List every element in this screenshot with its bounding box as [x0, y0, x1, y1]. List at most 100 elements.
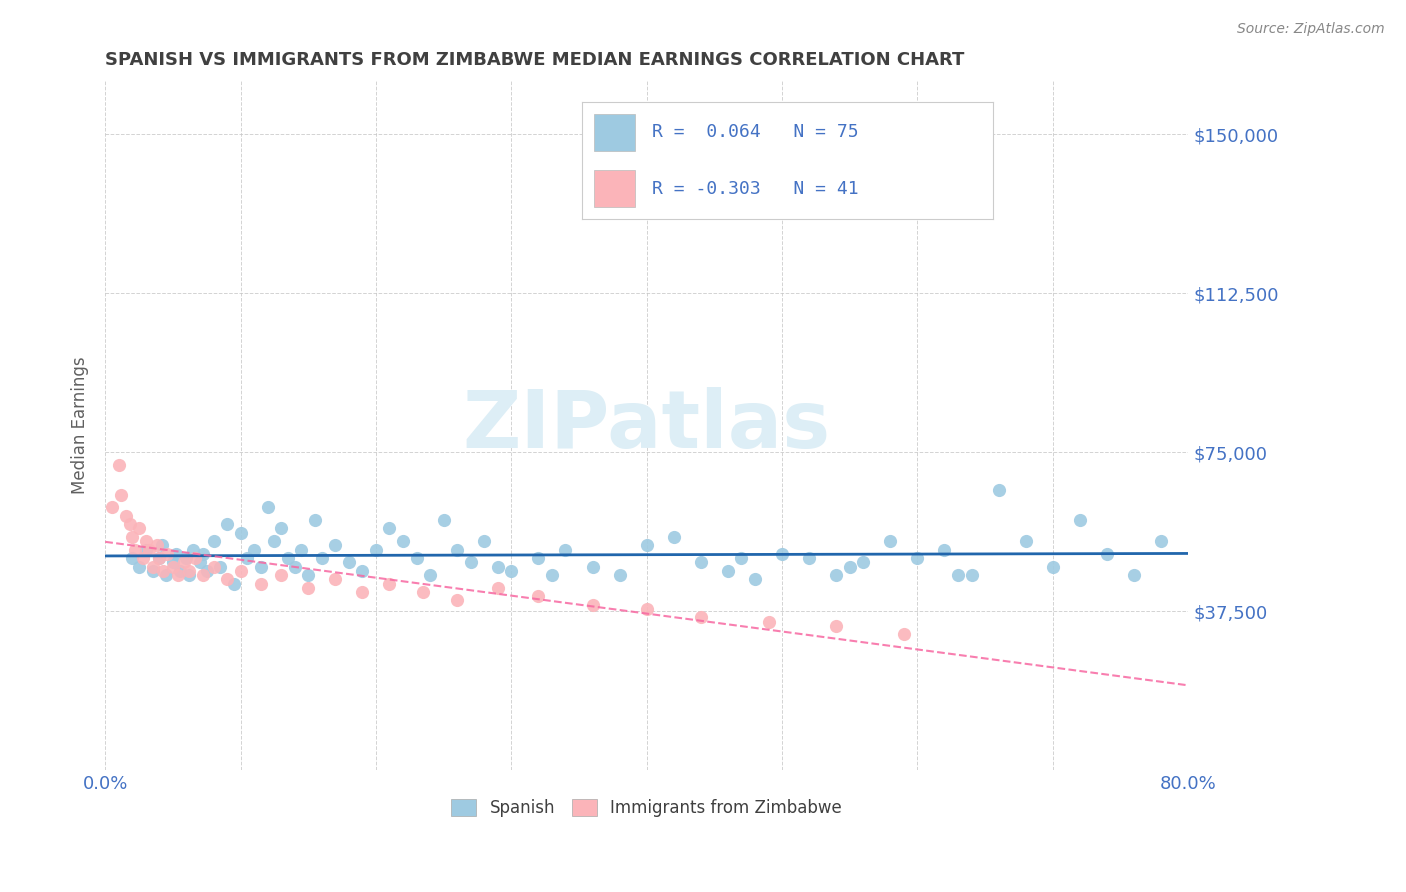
Text: SPANISH VS IMMIGRANTS FROM ZIMBABWE MEDIAN EARNINGS CORRELATION CHART: SPANISH VS IMMIGRANTS FROM ZIMBABWE MEDI… — [105, 51, 965, 69]
Point — [128, 521, 150, 535]
Point — [132, 551, 155, 566]
Point — [527, 589, 550, 603]
Point — [581, 598, 603, 612]
Point — [1069, 513, 1091, 527]
Point — [636, 602, 658, 616]
Point — [352, 585, 374, 599]
Point — [1150, 534, 1173, 549]
Point — [541, 568, 564, 582]
Point — [165, 547, 187, 561]
Point — [412, 585, 434, 599]
Point — [270, 521, 292, 535]
Point — [191, 547, 214, 561]
Point — [1042, 559, 1064, 574]
Point — [460, 555, 482, 569]
Point — [364, 542, 387, 557]
Point — [142, 559, 165, 574]
Point — [284, 559, 307, 574]
Text: ZIPatlas: ZIPatlas — [463, 386, 831, 465]
Point — [152, 564, 174, 578]
Point — [156, 547, 179, 561]
Point — [179, 564, 201, 578]
Legend: Spanish, Immigrants from Zimbabwe: Spanish, Immigrants from Zimbabwe — [444, 792, 849, 823]
Point — [879, 534, 901, 549]
Point — [110, 487, 132, 501]
Point — [229, 525, 252, 540]
Point — [121, 551, 143, 566]
Point — [405, 551, 427, 566]
Point — [960, 568, 983, 582]
Point — [202, 559, 225, 574]
Point — [128, 559, 150, 574]
Point — [730, 551, 752, 566]
Point — [290, 542, 312, 557]
Point — [893, 627, 915, 641]
Point — [195, 564, 218, 578]
Point — [825, 619, 848, 633]
Point — [121, 530, 143, 544]
Point — [838, 559, 860, 574]
Point — [689, 610, 711, 624]
Point — [304, 513, 326, 527]
Point — [191, 568, 214, 582]
Point — [717, 564, 740, 578]
Point — [183, 551, 205, 566]
Point — [135, 542, 157, 557]
Point — [270, 568, 292, 582]
Point — [188, 555, 211, 569]
Point — [852, 555, 875, 569]
Point — [150, 538, 173, 552]
Point — [135, 534, 157, 549]
Point — [236, 551, 259, 566]
Point — [554, 542, 576, 557]
Text: Source: ZipAtlas.com: Source: ZipAtlas.com — [1237, 22, 1385, 37]
Point — [297, 581, 319, 595]
Point — [250, 559, 273, 574]
Point — [1095, 547, 1118, 561]
Point — [209, 559, 232, 574]
Point — [744, 572, 766, 586]
Point — [419, 568, 441, 582]
Point — [946, 568, 969, 582]
Point — [325, 572, 347, 586]
Point — [243, 542, 266, 557]
Point — [118, 517, 141, 532]
Point — [176, 551, 198, 566]
Point — [173, 555, 195, 569]
Point — [101, 500, 124, 515]
Point — [169, 564, 191, 578]
Point — [222, 576, 245, 591]
Point — [337, 555, 360, 569]
Point — [1123, 568, 1146, 582]
Point — [311, 551, 333, 566]
Point — [797, 551, 820, 566]
Point — [378, 576, 401, 591]
Point — [250, 576, 273, 591]
Point — [162, 559, 184, 574]
Point — [501, 564, 523, 578]
Point — [378, 521, 401, 535]
Point — [486, 559, 509, 574]
Point — [181, 542, 204, 557]
Y-axis label: Median Earnings: Median Earnings — [72, 357, 89, 494]
Point — [636, 538, 658, 552]
Point — [934, 542, 956, 557]
Point — [179, 568, 201, 582]
Point — [155, 568, 177, 582]
Point — [446, 593, 468, 607]
Point — [392, 534, 415, 549]
Point — [215, 517, 238, 532]
Point — [689, 555, 711, 569]
Point — [124, 542, 146, 557]
Point — [325, 538, 347, 552]
Point — [987, 483, 1010, 498]
Point — [433, 513, 456, 527]
Point — [758, 615, 780, 629]
Point — [229, 564, 252, 578]
Point — [148, 551, 170, 566]
Point — [107, 458, 129, 472]
Point — [446, 542, 468, 557]
Point — [167, 568, 190, 582]
Point — [277, 551, 299, 566]
Point — [162, 555, 184, 569]
